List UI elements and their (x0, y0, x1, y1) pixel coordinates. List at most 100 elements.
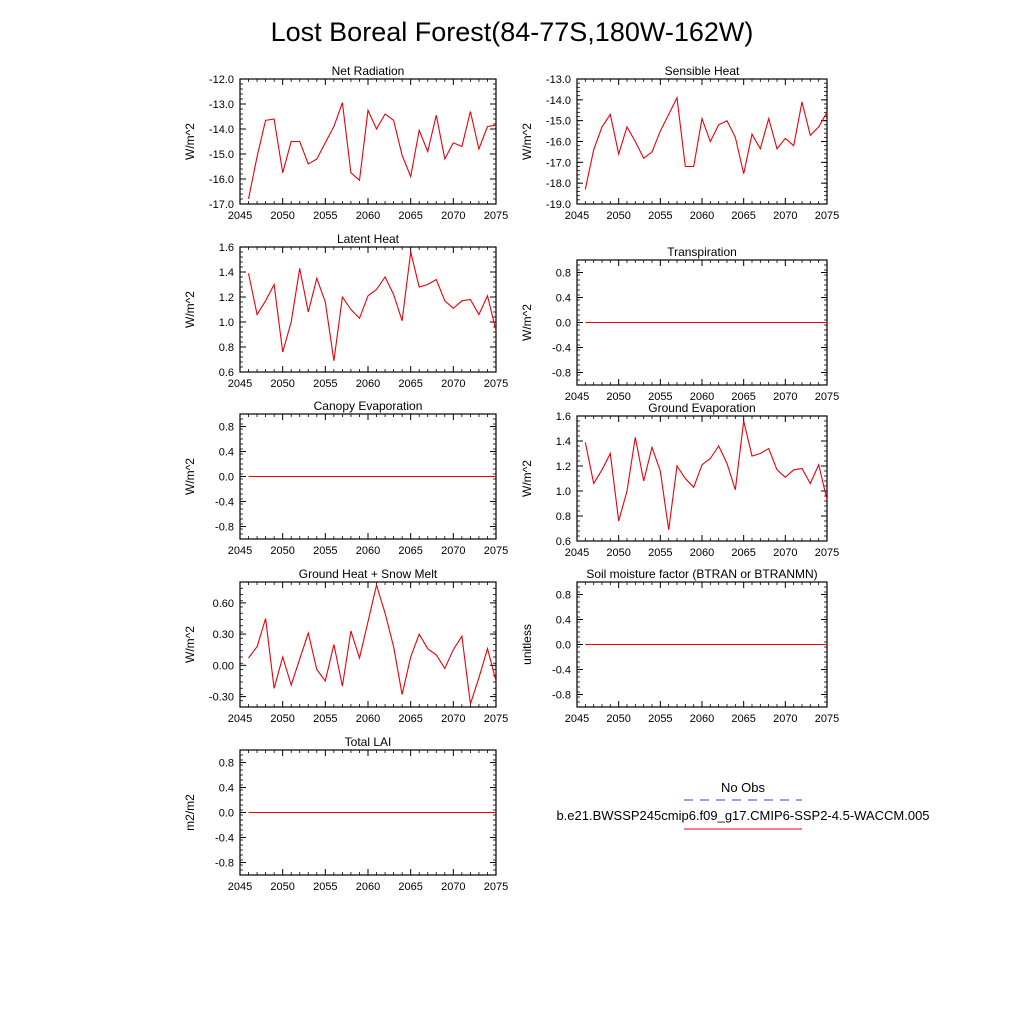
x-tick-label: 2060 (356, 210, 380, 222)
x-tick-label: 2045 (565, 547, 589, 559)
panel-transpiration: Transpiration W/m^2 2045 2050 2055 2060 2065 20… (520, 245, 839, 403)
plot-frame (239, 78, 497, 205)
x-tick-label: 2045 (228, 378, 252, 390)
series-line (248, 582, 497, 705)
panel-sensible-heat: Sensible Heat W/m^2 2045 2050 2055 2060 2065 20… (520, 64, 839, 222)
series-line (247, 251, 497, 361)
y-tick-label: 1.0 (556, 486, 571, 498)
x-tick-label: 2055 (648, 210, 672, 222)
series-line (584, 420, 828, 530)
plot-frame (576, 415, 828, 542)
x-tick-label: 2060 (356, 378, 380, 390)
y-axis-label: W/m^2 (183, 291, 197, 328)
x-tick-label: 2060 (356, 713, 380, 725)
y-tick-label: 0.30 (213, 629, 234, 641)
x-tick-label: 2045 (228, 210, 252, 222)
panel-ground-evaporation: Ground Evaporation W/m^2 2045 2050 2055 2060 2… (520, 401, 839, 559)
x-tick-label: 2075 (484, 545, 508, 557)
y-tick-label: 0.60 (213, 598, 234, 610)
x-tick-label: 2050 (270, 378, 294, 390)
panel-net-radiation: Net Radiation W/m^2 2045 2050 2055 2060 2065 20… (183, 64, 508, 222)
panel-total-lai: Total LAI m2/m2 2045 2050 2055 2060 2065 2070 20… (183, 735, 508, 893)
x-tick-label: 2065 (398, 378, 422, 390)
x-tick-label: 2075 (815, 210, 839, 222)
y-tick-label: 0.6 (556, 536, 571, 548)
y-tick-label: -0.30 (209, 692, 234, 704)
y-tick-label: 0.4 (219, 447, 234, 459)
x-tick-label: 2060 (356, 881, 380, 893)
y-tick-label: 0.4 (556, 293, 571, 305)
y-tick-label: -15.0 (546, 116, 571, 128)
x-tick-label: 2060 (690, 547, 714, 559)
x-tick-label: 2065 (398, 545, 422, 557)
x-tick-label: 2045 (228, 713, 252, 725)
figure-title: Lost Boreal Forest(84-77S,180W-162W) (271, 17, 754, 47)
y-tick-label: -13.0 (209, 99, 234, 111)
x-tick-label: 2070 (441, 545, 465, 557)
series-line (584, 95, 828, 190)
y-tick-label: -16.0 (209, 174, 234, 186)
x-tick-label: 2075 (484, 378, 508, 390)
x-tick-label: 2070 (773, 210, 797, 222)
y-tick-label: -17.0 (546, 157, 571, 169)
x-tick-label: 2055 (313, 713, 337, 725)
y-tick-label: -0.4 (552, 343, 571, 355)
x-tick-label: 2060 (690, 210, 714, 222)
y-tick-label: 1.4 (556, 436, 571, 448)
y-axis-label: m2/m2 (183, 794, 197, 831)
panel-title: Ground Heat + Snow Melt (299, 567, 438, 581)
y-tick-label: 1.0 (219, 317, 234, 329)
x-tick-label: 2050 (270, 881, 294, 893)
panel-title: Canopy Evaporation (314, 399, 423, 413)
y-tick-label: 1.2 (556, 461, 571, 473)
y-tick-label: 0.4 (219, 783, 234, 795)
x-tick-label: 2045 (228, 881, 252, 893)
y-tick-label: -0.4 (552, 665, 571, 677)
y-axis-label: W/m^2 (183, 123, 197, 160)
x-tick-label: 2050 (606, 391, 630, 403)
y-tick-label: 1.4 (219, 267, 234, 279)
panel-canopy-evaporation: Canopy Evaporation W/m^2 2045 2050 2055 2060 2… (183, 399, 508, 557)
x-tick-label: 2070 (773, 547, 797, 559)
x-tick-label: 2050 (606, 210, 630, 222)
y-tick-label: -13.0 (546, 74, 571, 86)
x-tick-label: 2065 (398, 210, 422, 222)
series-line (247, 102, 497, 200)
y-axis-label: W/m^2 (520, 123, 534, 160)
x-tick-label: 2070 (773, 713, 797, 725)
y-tick-label: -19.0 (546, 199, 571, 211)
x-tick-label: 2045 (565, 391, 589, 403)
y-axis-label: W/m^2 (520, 304, 534, 341)
panel-soil-moisture-factor: Soil moisture factor (BTRAN or BTRANMN) u… (520, 567, 839, 725)
x-tick-label: 2075 (484, 210, 508, 222)
y-tick-label: 0.8 (219, 758, 234, 770)
y-tick-label: 0.0 (219, 808, 234, 820)
x-tick-label: 2075 (815, 391, 839, 403)
x-tick-label: 2065 (731, 391, 755, 403)
panel-title: Net Radiation (332, 64, 405, 78)
y-tick-label: 0.8 (556, 590, 571, 602)
x-tick-label: 2055 (648, 713, 672, 725)
x-tick-label: 2070 (441, 881, 465, 893)
panel-title: Total LAI (345, 735, 392, 749)
panel-title: Latent Heat (337, 232, 400, 246)
x-tick-label: 2065 (731, 210, 755, 222)
x-tick-label: 2065 (398, 713, 422, 725)
x-tick-label: 2070 (441, 378, 465, 390)
x-tick-label: 2075 (484, 713, 508, 725)
y-tick-label: 0.0 (556, 318, 571, 330)
x-tick-label: 2070 (773, 391, 797, 403)
y-tick-label: -0.4 (215, 497, 234, 509)
y-tick-label: 0.6 (219, 367, 234, 379)
plot-frame (239, 581, 497, 708)
y-tick-label: -15.0 (209, 149, 234, 161)
x-tick-label: 2075 (815, 547, 839, 559)
x-tick-label: 2055 (648, 391, 672, 403)
panel-title: Sensible Heat (665, 64, 740, 78)
x-tick-label: 2060 (690, 713, 714, 725)
y-axis-label: W/m^2 (183, 458, 197, 495)
x-tick-label: 2050 (606, 713, 630, 725)
x-tick-label: 2050 (270, 713, 294, 725)
y-tick-label: -0.8 (215, 522, 234, 534)
